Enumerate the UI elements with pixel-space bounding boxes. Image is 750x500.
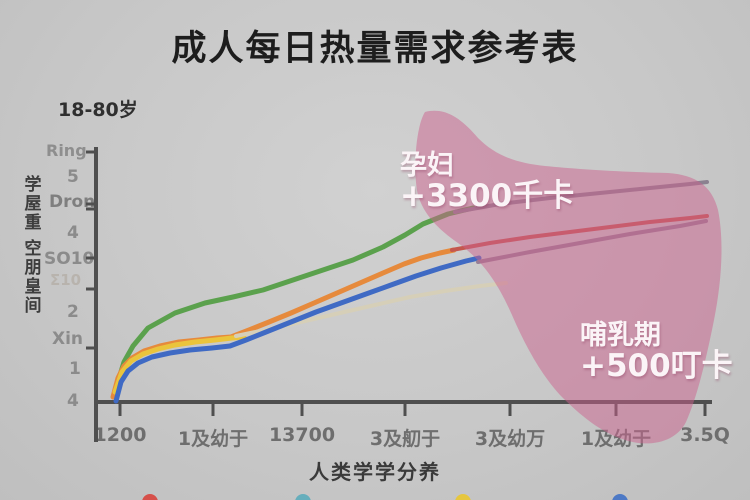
x-axis-tick-label: 3及幼万 bbox=[474, 428, 546, 450]
side-label-char: 朋 bbox=[24, 258, 42, 278]
y-axis-tick-label: Σ10 bbox=[50, 271, 82, 289]
y-axis-tick-label: 1 bbox=[69, 359, 81, 379]
legend-dot-teal bbox=[295, 494, 311, 500]
legend-dot-red bbox=[142, 494, 158, 500]
page-title: 成人每日热量需求参考表 bbox=[171, 29, 579, 69]
annotation-pregnant-title: 孕妇 bbox=[400, 150, 454, 181]
side-label-char: 间 bbox=[24, 296, 42, 316]
side-label-char: 空 bbox=[24, 239, 42, 259]
annotation-lactation-value: +500叮卡 bbox=[580, 348, 733, 385]
y-axis-tick-label: Xin bbox=[52, 329, 84, 349]
side-label-char: 重 bbox=[24, 213, 42, 233]
highlight-overlay-blob bbox=[415, 110, 722, 444]
side-label-char: 屋 bbox=[24, 194, 42, 214]
x-axis-tick-label: 1及幼于 bbox=[177, 428, 249, 450]
annotation-lactation: 哺乳期 +500叮卡 bbox=[580, 320, 733, 385]
x-axis-tick-label: 3.5Q bbox=[680, 424, 730, 446]
age-range-label: 18-80岁 bbox=[58, 99, 138, 121]
y-axis-tick-label: Dron bbox=[49, 192, 96, 212]
annotation-lactation-title: 哺乳期 bbox=[580, 320, 661, 351]
y-axis-tick-label: 4 bbox=[67, 391, 79, 411]
side-label-char: 学 bbox=[24, 175, 42, 195]
annotation-pregnant-value: +3300千卡 bbox=[400, 178, 575, 215]
annotation-pregnant: 孕妇 +3300千卡 bbox=[400, 150, 575, 215]
legend-dot-blue bbox=[612, 494, 628, 500]
curve-blue bbox=[113, 255, 482, 404]
x-axis-tick-label: 1200 bbox=[93, 424, 147, 446]
side-label-char: 皇 bbox=[24, 277, 42, 297]
y-axis-tick-label: 2 bbox=[67, 302, 79, 322]
y-axis-tick-label: 4 bbox=[67, 223, 79, 243]
y-axis-side-label-2: 空朋皇间 bbox=[22, 240, 44, 316]
x-axis-tick-label: 3及舠于 bbox=[369, 428, 441, 450]
y-axis-tick-label: 5 bbox=[67, 167, 79, 187]
x-axis-tick-label: 13700 bbox=[268, 424, 336, 446]
y-axis-tick-label: Ring bbox=[46, 141, 87, 160]
y-axis-tick-label: SO10 bbox=[44, 249, 95, 269]
y-axis-side-label-1: 学屋重 bbox=[22, 176, 44, 233]
x-axis-title: 人类学学分养 bbox=[309, 460, 441, 484]
curve-green bbox=[114, 205, 476, 388]
curve-yellow bbox=[112, 334, 247, 395]
legend-dot-yellow bbox=[455, 494, 471, 500]
